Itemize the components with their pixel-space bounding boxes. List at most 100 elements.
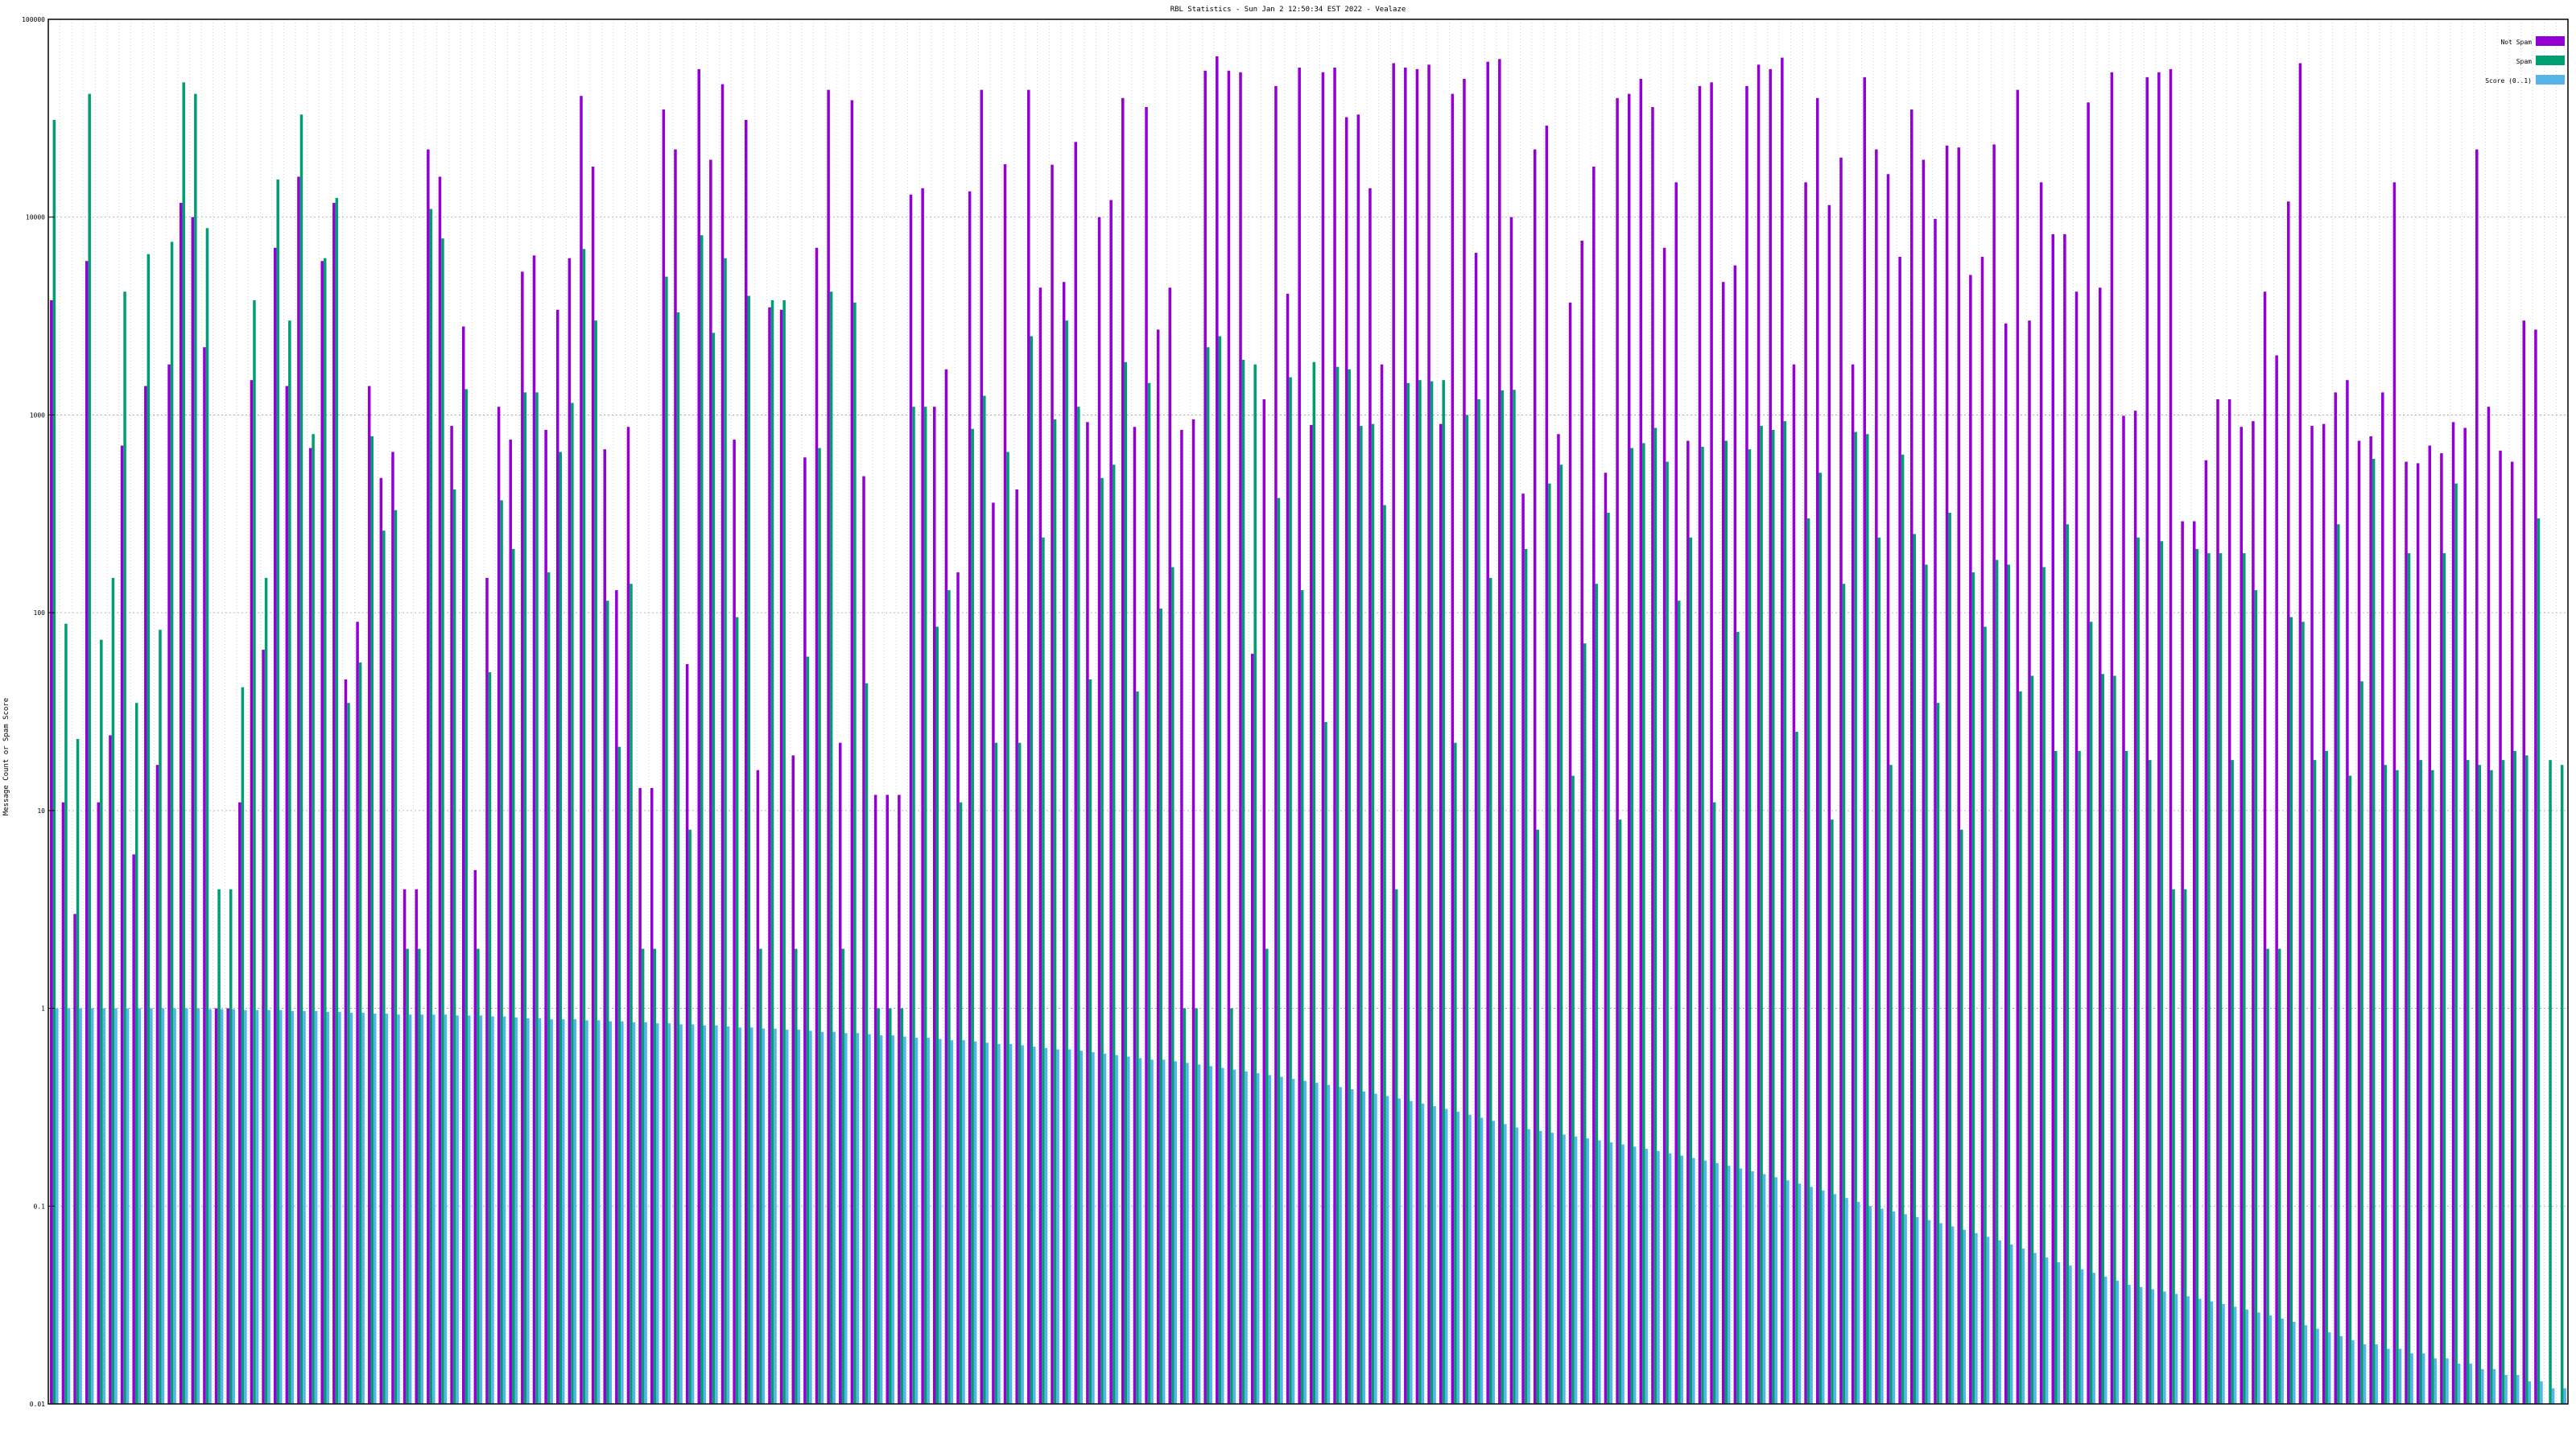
score-bar (1538, 1130, 1542, 1404)
spam-bar (273, 247, 277, 1404)
ham-bar (335, 197, 339, 1404)
ham-bar (1430, 381, 1434, 1405)
score-bar (2080, 1269, 2084, 1404)
spam-bar (2028, 320, 2031, 1405)
ham-bar (159, 630, 162, 1404)
score-bar (1009, 1043, 1013, 1404)
spam-bar (709, 159, 712, 1405)
spam-bar (2522, 320, 2526, 1405)
score-bar (1880, 1208, 1884, 1404)
spam-bar (568, 258, 572, 1405)
spam-bar (191, 217, 195, 1405)
spam-bar (1286, 293, 1290, 1404)
ham-bar (1183, 1008, 1187, 1404)
spam-bar (2275, 355, 2278, 1405)
ham-bar (1053, 419, 1057, 1404)
ham-bar (2490, 770, 2493, 1404)
spam-bar (956, 572, 960, 1404)
spam-bar (2181, 521, 2184, 1404)
ham-bar (841, 948, 845, 1404)
ham-bar (1984, 626, 1987, 1404)
score-bar (1504, 1124, 1507, 1404)
score-bar (2551, 1388, 2555, 1404)
spam-bar (1392, 63, 1395, 1404)
y-tick-label: 0.1 (34, 1203, 46, 1210)
score-bar (2293, 1322, 2296, 1404)
spam-bar (1310, 424, 1313, 1404)
spam-bar (473, 869, 477, 1404)
ham-bar (1406, 382, 1410, 1404)
ham-bar (2478, 765, 2482, 1404)
score-bar (1385, 1096, 1389, 1404)
spam-bar (2039, 182, 2043, 1405)
ham-bar (1748, 449, 1752, 1405)
score-bar (1162, 1059, 1166, 1404)
ham-bar (1006, 452, 1009, 1404)
ham-bar (2183, 889, 2187, 1404)
ham-bar (205, 228, 209, 1404)
spam-bar (1451, 93, 1455, 1405)
score-bar (1339, 1087, 1342, 1404)
ham-bar (2372, 458, 2376, 1405)
score-bar (2481, 1368, 2484, 1404)
ham-bar (1948, 513, 1951, 1404)
score-bar (2398, 1348, 2402, 1404)
score-bar (1410, 1100, 1413, 1404)
score-bar (962, 1040, 965, 1404)
spam-bar (132, 854, 135, 1404)
ham-bar (1513, 390, 1516, 1405)
ham-bar (1865, 434, 1869, 1404)
spam-bar (1616, 97, 1619, 1404)
ham-bar (853, 302, 857, 1404)
spam-bar (1980, 257, 1984, 1404)
score-bar (2010, 1244, 2013, 1404)
score-bar (161, 1008, 165, 1404)
spam-bar (1463, 78, 1466, 1405)
spam-bar (555, 309, 559, 1405)
spam-bar (2416, 463, 2420, 1405)
ham-bar (323, 258, 327, 1405)
ham-bar (64, 623, 68, 1404)
ham-bar (594, 320, 597, 1405)
ham-bar (229, 889, 233, 1404)
score-bar (385, 1013, 389, 1404)
spam-bar (603, 449, 606, 1405)
ham-bar (1124, 361, 1128, 1404)
spam-bar (1509, 217, 1513, 1405)
score-bar (138, 1008, 141, 1404)
spam-bar (1145, 107, 1148, 1404)
ham-bar (724, 258, 727, 1405)
ham-bar (2136, 537, 2140, 1404)
ham-bar (382, 530, 386, 1405)
score-bar (1138, 1058, 1142, 1404)
score-bar (2245, 1309, 2249, 1404)
score-bar (502, 1016, 506, 1404)
spam-bar (2322, 423, 2326, 1405)
score-bar (2492, 1368, 2496, 1404)
spam-bar (1344, 117, 1348, 1405)
spam-bar (2334, 392, 2338, 1405)
spam-bar (203, 347, 206, 1404)
score-bar (1174, 1061, 1178, 1404)
spam-bar (379, 477, 383, 1404)
ham-bar (1371, 423, 1375, 1405)
ham-bar (417, 948, 421, 1404)
ham-bar (2066, 524, 2070, 1404)
ham-bar (1842, 584, 1846, 1404)
score-bar (373, 1013, 377, 1404)
score-bar (1115, 1055, 1118, 1404)
score-bar (1103, 1053, 1107, 1404)
score-bar (973, 1041, 977, 1404)
score-bar (597, 1020, 601, 1404)
score-bar (644, 1022, 647, 1404)
ham-bar (1159, 608, 1162, 1404)
score-bar (2339, 1335, 2343, 1404)
ham-bar (2101, 674, 2105, 1404)
ham-bar (1548, 483, 1551, 1404)
spam-bar (1545, 126, 1549, 1405)
legend: Not Spam Spam Score (0..1) (2485, 36, 2565, 85)
score-bar (2163, 1291, 2166, 1404)
spam-bar (1498, 59, 1501, 1404)
spam-bar (1227, 70, 1231, 1404)
spam-bar (791, 755, 795, 1404)
